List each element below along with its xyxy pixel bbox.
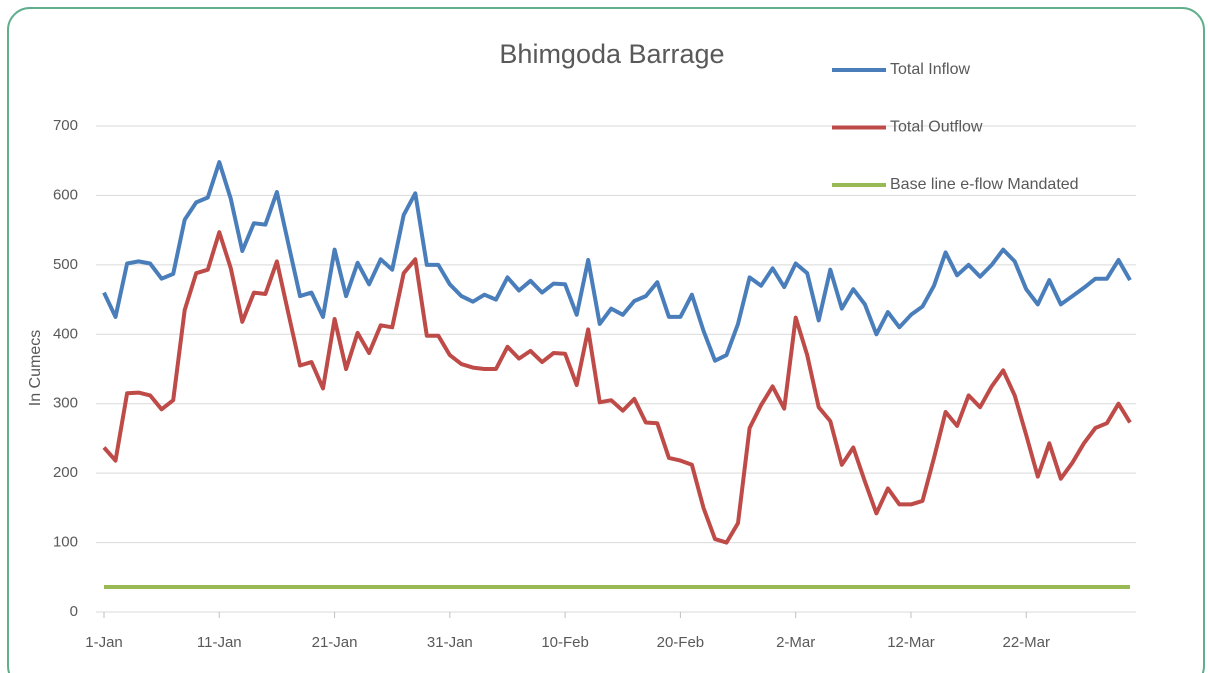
x-tick-label: 11-Jan xyxy=(197,634,242,651)
x-tick-label: 20-Feb xyxy=(657,634,705,651)
legend-label: Base line e-flow Mandated xyxy=(890,176,1079,193)
legend-label: Total Inflow xyxy=(890,61,970,78)
y-tick-label: 100 xyxy=(53,534,78,551)
y-tick-label: 700 xyxy=(53,117,78,134)
y-tick-label: 300 xyxy=(53,395,78,412)
chart-title: Bhimgoda Barrage xyxy=(499,39,724,69)
legend-label: Total Outflow xyxy=(890,119,983,136)
y-tick-label: 400 xyxy=(53,325,78,342)
x-tick-label: 31-Jan xyxy=(427,634,473,651)
x-tick-label: 12-Mar xyxy=(887,634,935,651)
x-tick-label: 2-Mar xyxy=(776,634,815,651)
x-tick-label: 10-Feb xyxy=(541,634,589,651)
x-tick-label: 1-Jan xyxy=(85,634,123,651)
series-line xyxy=(102,160,1132,363)
y-tick-label: 600 xyxy=(53,186,78,203)
frame xyxy=(7,7,1205,673)
y-tick-label: 200 xyxy=(53,464,78,481)
series-line xyxy=(102,230,1132,545)
y-tick-label: 500 xyxy=(53,256,78,273)
y-axis-label: In Cumecs xyxy=(27,330,44,406)
x-tick-label: 21-Jan xyxy=(312,634,358,651)
y-tick-label: 0 xyxy=(70,603,78,620)
x-tick-label: 22-Mar xyxy=(1002,634,1050,651)
